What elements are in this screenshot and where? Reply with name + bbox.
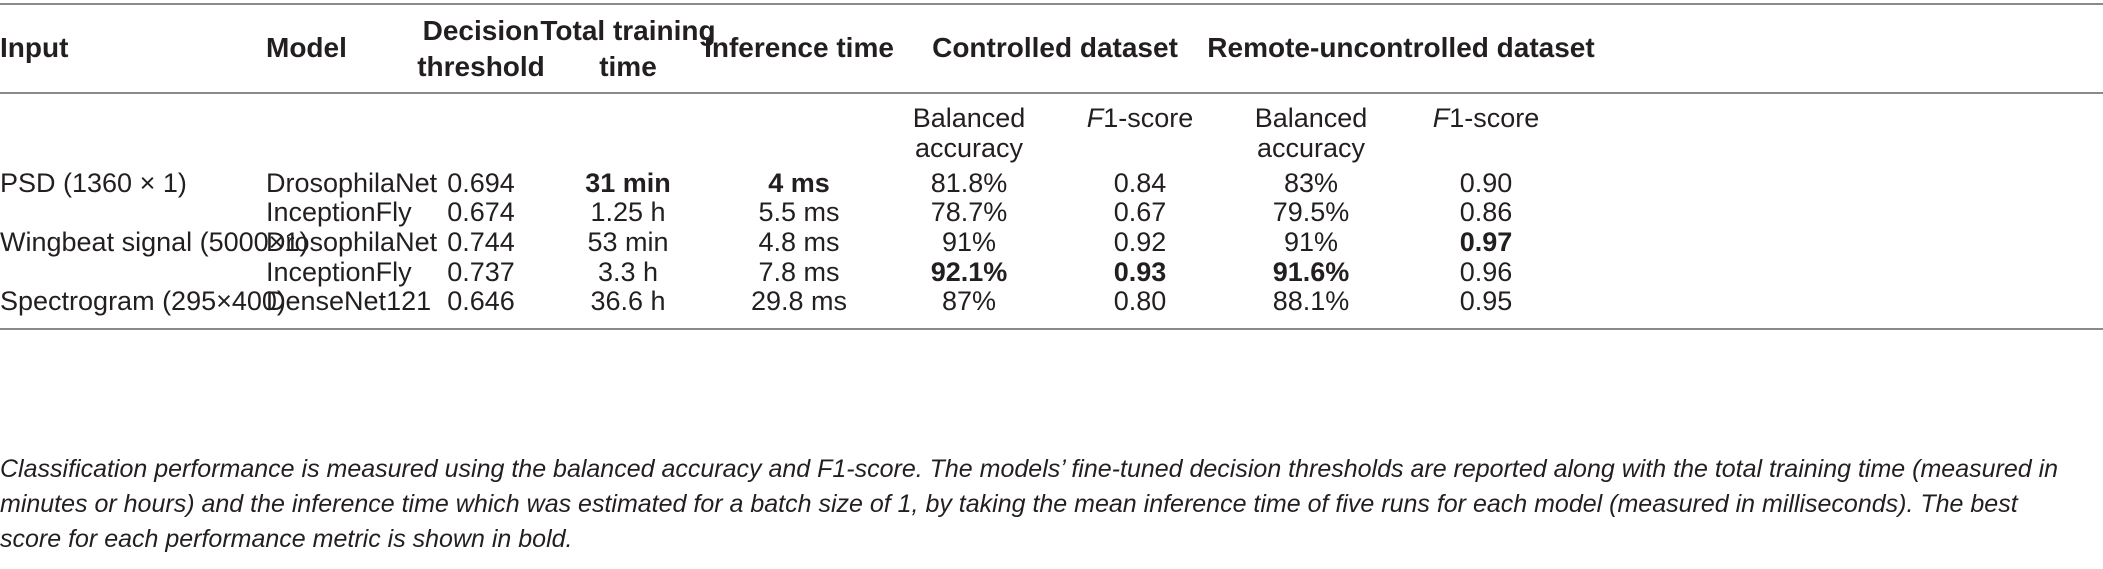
table-cell-controlled-balanced: 81.8% <box>930 168 1008 198</box>
table-cell-training-time: 36.6 h <box>590 286 666 316</box>
header-inference-time: Inference time <box>704 32 894 63</box>
table-cell-model: DrosophilaNet <box>266 227 438 257</box>
table-cell-remote-balanced: 91.6% <box>1272 257 1350 287</box>
table-cell-controlled-f1: 0.92 <box>1113 227 1167 257</box>
table-cell-inference-time: 4.8 ms <box>758 227 840 257</box>
table-cell-controlled-balanced: 91% <box>941 227 997 257</box>
table-cell-threshold: 0.737 <box>447 257 515 287</box>
table-cell-threshold: 0.674 <box>447 197 515 227</box>
table-cell-remote-balanced: 88.1% <box>1272 286 1350 316</box>
table-cell-remote-f1: 0.90 <box>1459 168 1513 198</box>
table-cell-controlled-balanced: 78.7% <box>930 197 1008 227</box>
header-bottom-rule <box>0 92 2103 94</box>
header-total-training-time: Total training time <box>540 15 716 82</box>
table-cell-model: DrosophilaNet <box>266 168 438 198</box>
subheader-remote-f1: F1-score <box>1432 103 1540 133</box>
header-model: Model <box>266 32 347 63</box>
table-bottom-rule <box>0 328 2103 330</box>
table-caption: Classification performance is measured u… <box>0 455 2059 553</box>
table-cell-model: InceptionFly <box>266 197 412 227</box>
table-cell-input: Spectrogram (295×400) <box>0 286 286 316</box>
table-cell-threshold: 0.646 <box>447 286 515 316</box>
table-cell-input: Wingbeat signal (5000×1) <box>0 227 309 257</box>
subheader-remote-balanced-accuracy: Balanced accuracy <box>1254 103 1368 163</box>
table-cell-controlled-balanced: 92.1% <box>930 257 1008 287</box>
table-cell-inference-time: 29.8 ms <box>750 286 848 316</box>
table-cell-remote-f1: 0.86 <box>1459 197 1513 227</box>
subheader-controlled-balanced-accuracy: Balanced accuracy <box>912 103 1026 163</box>
table-cell-training-time: 1.25 h <box>590 197 666 227</box>
table-cell-inference-time: 4 ms <box>768 168 830 198</box>
table-cell-remote-balanced: 79.5% <box>1272 197 1350 227</box>
header-controlled-dataset: Controlled dataset <box>932 32 1178 63</box>
table-cell-training-time: 3.3 h <box>597 257 659 287</box>
table-cell-threshold: 0.694 <box>447 168 515 198</box>
table-cell-remote-balanced: 83% <box>1283 168 1339 198</box>
table-cell-input: PSD (1360 × 1) <box>0 168 187 198</box>
table-cell-controlled-f1: 0.67 <box>1113 197 1167 227</box>
table-cell-remote-balanced: 91% <box>1283 227 1339 257</box>
table-cell-threshold: 0.744 <box>447 227 515 257</box>
table-cell-controlled-f1: 0.93 <box>1113 257 1167 287</box>
table-cell-controlled-f1: 0.84 <box>1113 168 1167 198</box>
header-decision-threshold: Decision threshold <box>417 15 545 82</box>
table-cell-training-time: 31 min <box>585 168 671 198</box>
table-top-rule <box>0 3 2103 5</box>
table-cell-inference-time: 5.5 ms <box>758 197 840 227</box>
table-cell-training-time: 53 min <box>587 227 669 257</box>
table-cell-inference-time: 7.8 ms <box>758 257 840 287</box>
table-cell-remote-f1: 0.96 <box>1459 257 1513 287</box>
table-cell-remote-f1: 0.97 <box>1459 227 1513 257</box>
header-remote-dataset: Remote-uncontrolled dataset <box>1207 32 1595 63</box>
table-cell-model: InceptionFly <box>266 257 412 287</box>
table-cell-controlled-f1: 0.80 <box>1113 286 1167 316</box>
table-cell-model: DenseNet121 <box>266 286 432 316</box>
table-cell-controlled-balanced: 87% <box>941 286 997 316</box>
table-cell-remote-f1: 0.95 <box>1459 286 1513 316</box>
subheader-controlled-f1: F1-score <box>1086 103 1194 133</box>
header-input: Input <box>0 32 69 63</box>
